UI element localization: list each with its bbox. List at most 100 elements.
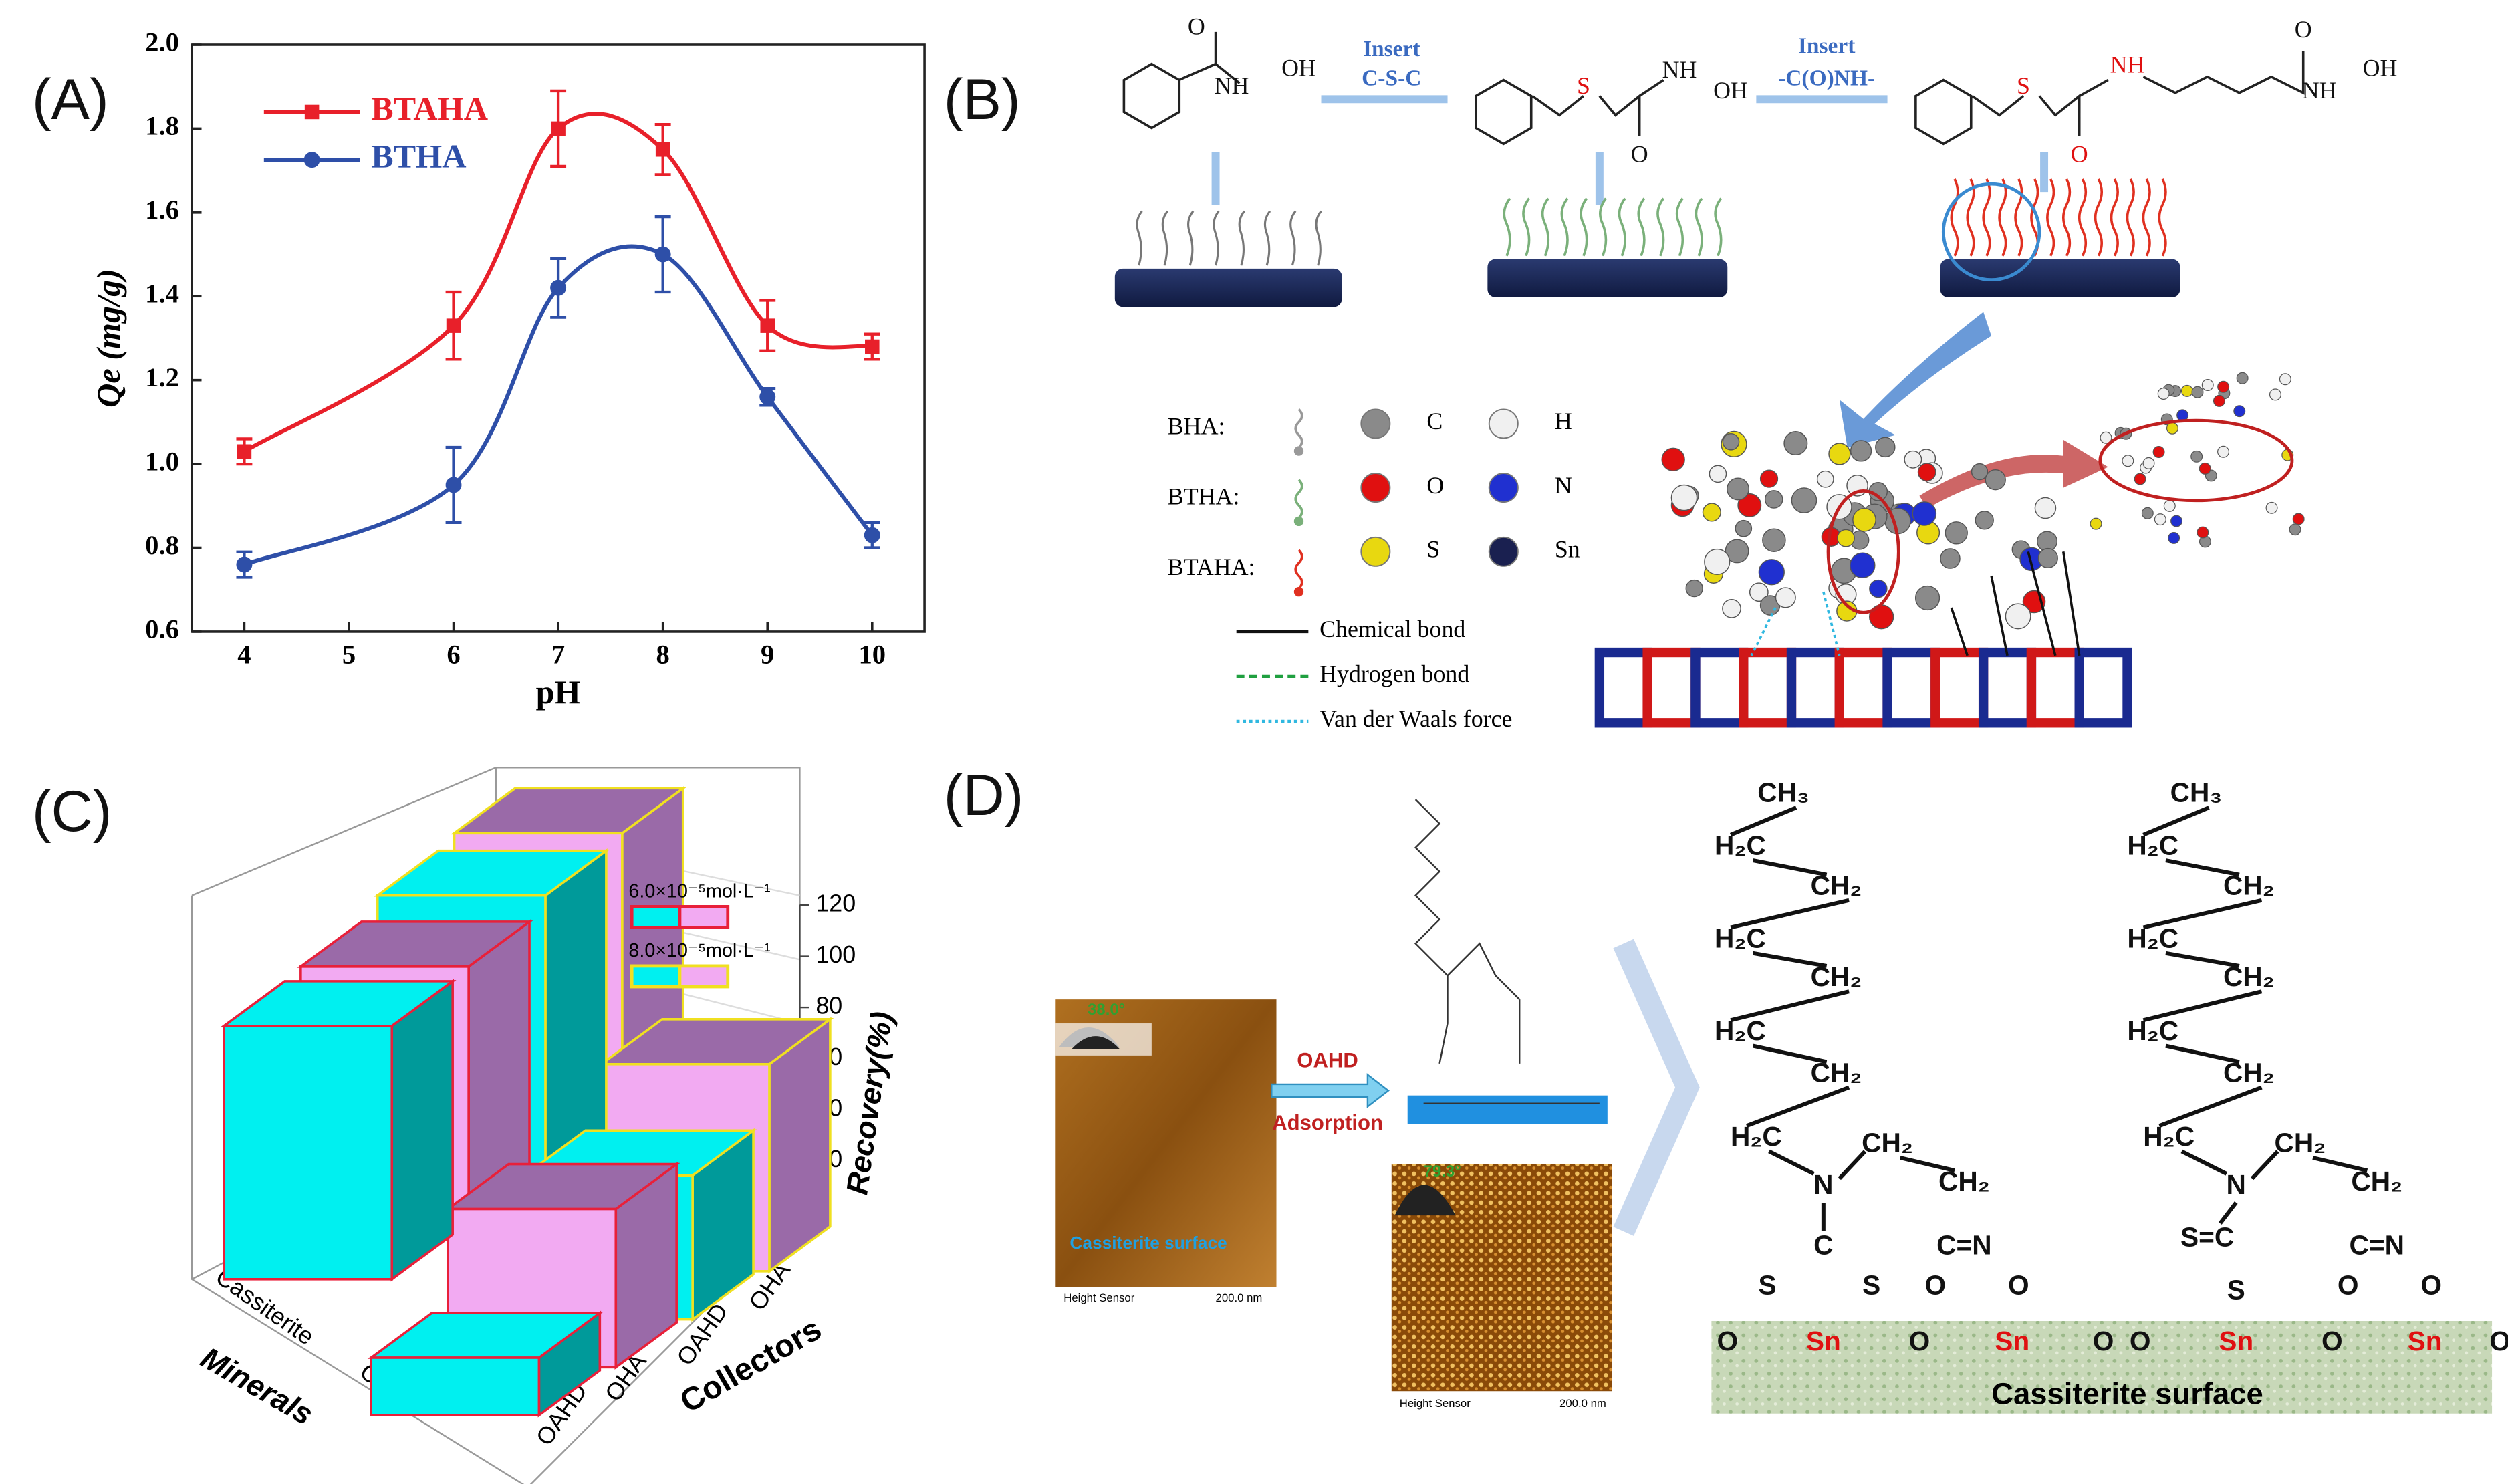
marker (236, 556, 253, 573)
atom (1758, 559, 1785, 586)
structure-label: O (1717, 1326, 1738, 1356)
ring (1914, 78, 1973, 146)
z-tick-label: 120 (816, 890, 856, 916)
collector-chain (2110, 178, 2119, 257)
atom (1727, 477, 1750, 501)
atom (1837, 529, 1855, 547)
atom (1940, 548, 1961, 569)
atom (2279, 373, 2291, 386)
structure-label: C (1813, 1230, 1833, 1261)
collector-chain (1136, 210, 1143, 266)
collector-chain (1161, 210, 1169, 266)
x-tick-label: 10 (858, 640, 886, 670)
big-surface (1711, 1320, 2493, 1414)
collector-chain (1263, 210, 1271, 266)
marker (654, 246, 671, 263)
atom (1702, 503, 1721, 522)
chem-label: O (1631, 141, 1648, 168)
atom (2170, 515, 2183, 527)
bar-front (223, 1025, 394, 1281)
legend-label: 8.0×10⁻⁵mol·L⁻¹ (628, 940, 770, 961)
legend-label: BTHA (371, 138, 466, 175)
atom (2154, 513, 2166, 526)
lattice-cell (1739, 647, 1797, 728)
structure-label: O (2093, 1326, 2114, 1356)
atom (2090, 517, 2102, 530)
atom (2213, 394, 2225, 407)
image-label: Height Sensor (1063, 1291, 1134, 1304)
collector-chain (1187, 210, 1195, 266)
structure-label: CH₃ (2170, 777, 2223, 808)
legend-swatch (630, 964, 682, 989)
structure-label: O (2008, 1270, 2029, 1301)
surface-caption: Cassiterite surface (1070, 1233, 1227, 1253)
atom (2142, 457, 2155, 469)
atom (1704, 548, 1731, 576)
structure-label: Sn (1806, 1326, 1841, 1356)
atom (1783, 431, 1808, 456)
structure-label: O (1925, 1270, 1947, 1301)
atom (1762, 528, 1786, 552)
structure-label: CH₂ (1811, 961, 1862, 992)
bar (367, 1310, 604, 1418)
atom-legend-label: Sn (1555, 536, 1580, 563)
atom (1975, 511, 1994, 530)
collector-chain (1966, 178, 1975, 257)
cassiterite-plate (1114, 268, 1342, 307)
structure-label: Sn (2219, 1326, 2253, 1356)
collector-chain (2078, 178, 2088, 257)
structure-label: S (2227, 1275, 2245, 1306)
collector-chain (1618, 197, 1626, 257)
marker (655, 142, 670, 157)
ring (1475, 78, 1533, 146)
lattice-cell (1786, 647, 1844, 728)
chem-label: C-S-C (1362, 66, 1421, 90)
collector-chain (2061, 178, 2072, 257)
structure-label: H₂C (1715, 830, 1766, 861)
chem-label: NH (2110, 51, 2145, 78)
marker (865, 339, 880, 354)
structure-label: CH₂ (2223, 961, 2275, 992)
adsorb-arrow (1271, 1073, 1390, 1108)
atom-legend (1488, 536, 1519, 567)
atom (2152, 446, 2165, 458)
lattice-cell (1882, 647, 1940, 728)
chem-label: Insert (1798, 33, 1856, 58)
atom (1917, 463, 1936, 482)
bond-lines (1950, 551, 2081, 656)
collector-head (1293, 516, 1304, 527)
legend-label: BTAHA (371, 90, 488, 127)
atom (1661, 447, 1685, 471)
atom-legend (1360, 408, 1391, 439)
collector-chain (1503, 197, 1511, 257)
structure-label: H₂C (1715, 1015, 1766, 1046)
y-tick-label: 2.0 (145, 27, 179, 57)
collector-chain (1656, 197, 1665, 257)
structure-label: CH₂ (2223, 1057, 2275, 1088)
droplet (1072, 1036, 1120, 1049)
panel-a: 4 5 6 7 8 9 10 0.6 0.8 1.0 1.2 1.4 1.6 1.8 2.0 pH Qe (mg… (90, 27, 926, 711)
hbond-highlight (2098, 418, 2294, 503)
structure-label: O (2420, 1270, 2442, 1301)
small-surface-label: Cassiterite (1477, 1123, 1545, 1139)
atom (1852, 507, 1876, 532)
bar (220, 979, 457, 1282)
collector-chain (1560, 197, 1569, 257)
collector-chain (1580, 197, 1588, 257)
legend-marker (304, 104, 320, 120)
collector-legend: BTHA: (1168, 483, 1240, 510)
atom (1775, 587, 1796, 608)
panel-label: (C) (32, 779, 112, 844)
atom (1869, 579, 1888, 598)
atom (1670, 484, 1698, 511)
collector-icon (1294, 549, 1303, 590)
atom (2168, 531, 2180, 544)
atom (1828, 443, 1851, 465)
chem-label: Insert (1363, 37, 1420, 61)
structure-label: CH₂ (2223, 870, 2275, 900)
lattice-cell (1594, 647, 1652, 728)
marker (237, 444, 252, 459)
x-tick-label: 8 (656, 640, 670, 670)
marker (446, 318, 461, 333)
panel-b: InsertC-S-CInsert-C(O)NH-NHOHOSNHOHOSNHO… (1114, 13, 2397, 732)
